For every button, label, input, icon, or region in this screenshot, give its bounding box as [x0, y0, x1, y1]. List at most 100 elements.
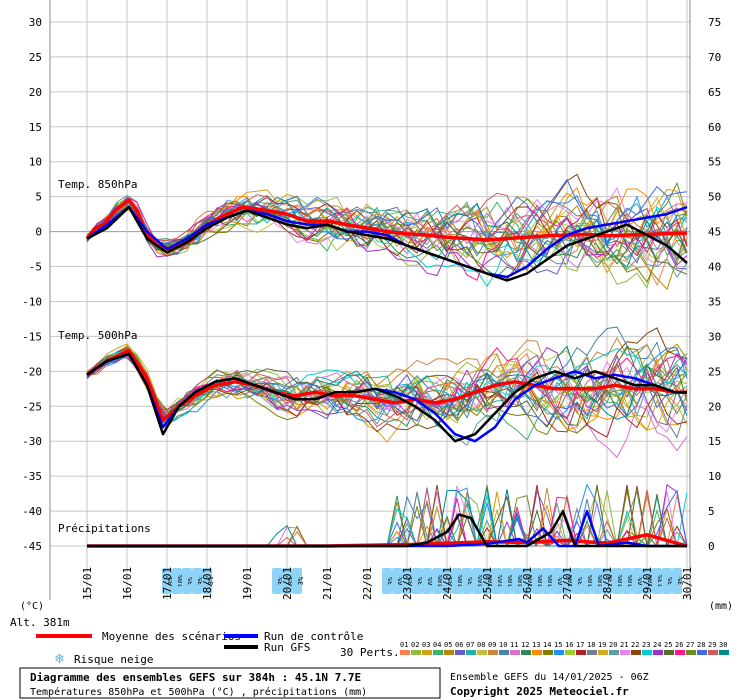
- y-tick-left: -40: [22, 505, 42, 518]
- snow-risk-value: 10%: [487, 574, 495, 587]
- series-t500-line: [86, 352, 687, 443]
- y-tick-left: 20: [29, 86, 42, 99]
- x-tick-label: 29/01: [641, 567, 654, 600]
- snow-risk-value: 6%: [427, 576, 435, 585]
- snow-risk-marker: [552, 568, 562, 594]
- perturbation-swatch: [466, 650, 476, 655]
- legend-mean-label: Moyenne des scénarios: [102, 630, 241, 643]
- x-tick-label: 16/01: [121, 567, 134, 600]
- perturbation-number: 07: [466, 641, 474, 649]
- perturbation-number: 11: [510, 641, 518, 649]
- snow-risk-value: 13%: [657, 574, 665, 587]
- perturbation-swatch: [499, 650, 509, 655]
- snow-risk-value: 3%: [167, 576, 175, 585]
- perturbation-swatch: [620, 650, 630, 655]
- perturbation-number: 24: [653, 641, 661, 649]
- snow-risk-marker: [382, 568, 392, 594]
- perturbation-swatch: [510, 650, 520, 655]
- y-tick-left: -10: [22, 295, 42, 308]
- snow-risk-value: 10%: [457, 574, 465, 587]
- snow-risk-value: 3%: [387, 576, 395, 585]
- y-tick-right: 75: [708, 16, 721, 29]
- perturbation-swatch: [587, 650, 597, 655]
- member-line: [86, 202, 688, 277]
- perturbation-number: 30: [719, 641, 727, 649]
- perturbation-swatch: [686, 650, 696, 655]
- perturbation-legend: 01 02 03 04 05 06 07 08 09 10 11 12 13 14 15 16 17 18 19 20…: [400, 641, 729, 655]
- perturbation-swatch: [433, 650, 443, 655]
- perturbation-swatch: [411, 650, 421, 655]
- snow-risk-value: 10%: [547, 574, 555, 587]
- y-tick-right: 70: [708, 51, 721, 64]
- perturbation-number: 20: [609, 641, 617, 649]
- y-tick-right: 15: [708, 435, 721, 448]
- perturbation-swatch: [609, 650, 619, 655]
- footer-subtitle: Températures 850hPa et 500hPa (°C) , pré…: [30, 686, 367, 698]
- perturbation-number: 13: [532, 641, 540, 649]
- y-tick-left: 30: [29, 16, 42, 29]
- y-tick-left: 25: [29, 51, 42, 64]
- snow-risk-marker: [272, 568, 282, 594]
- snow-risk-marker: [192, 568, 202, 594]
- legend-snow-label: Risque neige: [74, 653, 153, 666]
- y-tick-left: -35: [22, 470, 42, 483]
- perturbation-swatch: [576, 650, 586, 655]
- snow-risk-value: 10%: [617, 574, 625, 587]
- snow-risk-value: 16%: [527, 574, 535, 587]
- perturbation-number: 10: [499, 641, 507, 649]
- footer-run: Ensemble GEFS du 14/01/2025 - 06Z: [450, 672, 649, 683]
- chart-grid: [49, 0, 691, 602]
- snow-risk-value: 10%: [177, 574, 185, 587]
- snow-risk-row: 3% 10% 3% 3% 3% 3% 3% 3% 3% 6% 3% 3% 6% 10% 3% 10% 3% 16%…: [162, 568, 685, 594]
- y-axis-left: 30 25 20 15 10 5 0 -5 -10 -15 -20 -25 -30 -35 -40 -45: [22, 16, 42, 553]
- member-line: [86, 346, 688, 417]
- y-tick-right: 25: [708, 365, 721, 378]
- snow-risk-marker: [162, 568, 172, 594]
- snow-risk-value: 6%: [397, 576, 405, 585]
- perturbation-swatch: [565, 650, 575, 655]
- y-tick-right: 65: [708, 86, 721, 99]
- perturbation-swatch: [488, 650, 498, 655]
- snow-risk-marker: [282, 568, 292, 594]
- snow-risk-value: 10%: [507, 574, 515, 587]
- perturbation-swatch: [400, 650, 410, 655]
- snow-risk-value: 10%: [627, 574, 635, 587]
- x-tick-label: 30/01: [681, 567, 694, 600]
- snow-risk-marker: [392, 568, 402, 594]
- legend-gfs-label: Run GFS: [264, 641, 310, 654]
- perturbation-number: 27: [686, 641, 694, 649]
- perturbation-number: 22: [631, 641, 639, 649]
- snow-risk-value: 3%: [417, 576, 425, 585]
- member-line: [86, 345, 688, 428]
- perturbation-number: 08: [477, 641, 485, 649]
- snow-risk-marker: [542, 568, 552, 594]
- x-tick-label: 24/01: [441, 567, 454, 600]
- snow-risk-marker: [292, 568, 302, 594]
- perturbation-number: 28: [697, 641, 705, 649]
- snow-risk-marker: [412, 568, 422, 594]
- snow-risk-value: 3%: [197, 576, 205, 585]
- snow-risk-value: 3%: [407, 576, 415, 585]
- snow-risk-value: 16%: [497, 574, 505, 587]
- snow-risk-value: 3%: [297, 576, 305, 585]
- snow-risk-marker: [532, 568, 542, 594]
- snow-risk-value: 10%: [567, 574, 575, 587]
- member-line: [86, 348, 688, 423]
- label-t850: Temp. 850hPa: [58, 178, 137, 191]
- perturbation-number: 04: [433, 641, 441, 649]
- snow-risk-marker: [602, 568, 612, 594]
- label-t500: Temp. 500hPa: [58, 329, 137, 342]
- snow-risk-marker: [202, 568, 212, 594]
- footer-title: Diagramme des ensembles GEFS sur 384h : …: [30, 671, 361, 684]
- snow-risk-marker: [462, 568, 472, 594]
- perturbation-number: 21: [620, 641, 628, 649]
- member-line: [86, 192, 688, 243]
- perturbation-swatch: [422, 650, 432, 655]
- y-tick-right: 60: [708, 121, 721, 134]
- series-precip-line: [87, 509, 687, 548]
- perturbation-swatch: [532, 650, 542, 655]
- label-precip: Précipitations: [58, 522, 151, 535]
- perturbation-swatch: [675, 650, 685, 655]
